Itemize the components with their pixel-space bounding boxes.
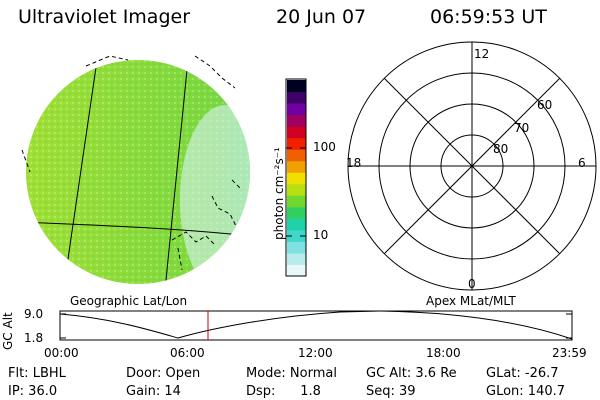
info-door: Door: Open	[126, 366, 201, 381]
colorbar-frame	[285, 78, 307, 277]
time-tick-1800: 18:00	[426, 346, 461, 360]
instrument-title: Ultraviolet Imager	[18, 6, 191, 28]
colorbar-tick-100: 100	[313, 140, 336, 154]
info-seq: Seq: 39	[366, 384, 416, 399]
colorbar-band	[287, 103, 306, 116]
time-tick-0600: 06:00	[170, 346, 205, 360]
mlt-label-12: 12	[474, 47, 490, 61]
colorbar-unit-label: photon cm⁻²s⁻¹	[272, 147, 286, 240]
info-glon: GLon: 140.7	[486, 384, 566, 399]
info-filter: Flt: LBHL	[8, 366, 66, 381]
info-dsp: Dsp: 1.8	[246, 384, 321, 399]
time-tick-0000: 00:00	[44, 346, 79, 360]
time-tick-2359: 23:59	[552, 346, 587, 360]
colorbar-band	[287, 160, 306, 173]
alt-tick-9: 9.0	[24, 307, 44, 321]
lat-label-70: 70	[514, 121, 530, 135]
colorbar-band	[287, 80, 306, 93]
colorbar-band	[287, 172, 306, 185]
colorbar-tick-10: 10	[313, 228, 329, 242]
colorbar-band	[287, 126, 306, 139]
alt-ylabel: GC Alt	[1, 312, 15, 350]
colorbar-band	[287, 91, 306, 104]
mlt-label-6: 6	[578, 156, 586, 170]
info-mode: Mode: Normal	[246, 366, 337, 381]
polar-grid	[347, 41, 597, 291]
colorbar-band	[287, 183, 306, 196]
geo-caption: Geographic Lat/Lon	[70, 294, 188, 308]
apex-caption: Apex MLat/MLT	[426, 294, 516, 308]
info-ip: IP: 36.0	[8, 384, 58, 399]
colorbar-band	[287, 229, 306, 242]
info-glat: GLat: -26.7	[486, 366, 559, 381]
colorbar	[287, 80, 306, 277]
info-gc-alt: GC Alt: 3.6 Re	[366, 366, 457, 381]
info-gain: Gain: 14	[126, 384, 181, 399]
colorbar-band	[287, 264, 306, 277]
colorbar-band	[287, 218, 306, 231]
alt-tick-1.8: 1.8	[24, 331, 44, 345]
colorbar-band	[287, 114, 306, 127]
colorbar-band	[287, 252, 306, 265]
colorbar-band	[287, 241, 306, 254]
coastlines	[21, 55, 243, 271]
altitude-plot	[59, 310, 573, 341]
date-label: 20 Jun 07	[276, 6, 367, 28]
time-label: 06:59:53 UT	[430, 6, 547, 28]
colorbar-band	[287, 195, 306, 208]
geo-grid-lines	[26, 60, 250, 284]
lat-label-60: 60	[537, 98, 553, 112]
colorbar-band	[287, 137, 306, 150]
colorbar-band	[287, 206, 306, 219]
mlt-label-18: 18	[346, 156, 362, 170]
lat-label-80: 80	[493, 142, 509, 156]
mlt-label-0: 0	[468, 277, 476, 291]
colorbar-band	[287, 149, 306, 162]
time-tick-1200: 12:00	[298, 346, 333, 360]
